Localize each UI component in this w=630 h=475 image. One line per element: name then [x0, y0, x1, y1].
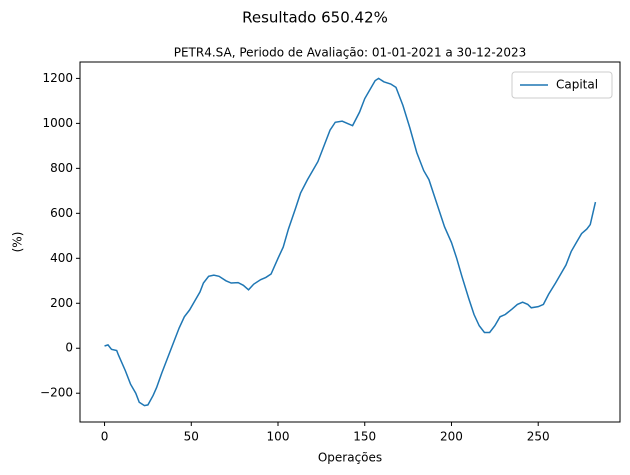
x-axis-label: Operações [318, 451, 382, 465]
legend-box [511, 71, 613, 99]
chart-subtitle: PETR4.SA, Periodo de Avaliação: 01-01-20… [174, 46, 527, 60]
y-tick-label: 400 [50, 251, 73, 265]
x-tick-label: 200 [440, 430, 463, 444]
chart-title: Resultado 650.42% [242, 9, 388, 27]
y-tick-label: 800 [50, 161, 73, 175]
y-tick-label: 600 [50, 206, 73, 220]
y-tick-label: 200 [50, 296, 73, 310]
y-axis-label: (%) [11, 232, 25, 253]
plot-frame [79, 61, 621, 423]
line [104, 77, 597, 407]
y-tick-label: 0 [65, 341, 73, 355]
x-tick-label: 250 [527, 430, 550, 444]
y-tick-label: 1200 [42, 71, 73, 85]
y-tick-label: 1000 [42, 116, 73, 130]
y-tick-label: −200 [40, 386, 73, 400]
legend-label: Capital [556, 78, 598, 92]
x-tick-label: 50 [184, 430, 199, 444]
x-tick-label: 150 [353, 430, 376, 444]
x-tick-label: 100 [267, 430, 290, 444]
x-tick-label: 0 [101, 430, 109, 444]
